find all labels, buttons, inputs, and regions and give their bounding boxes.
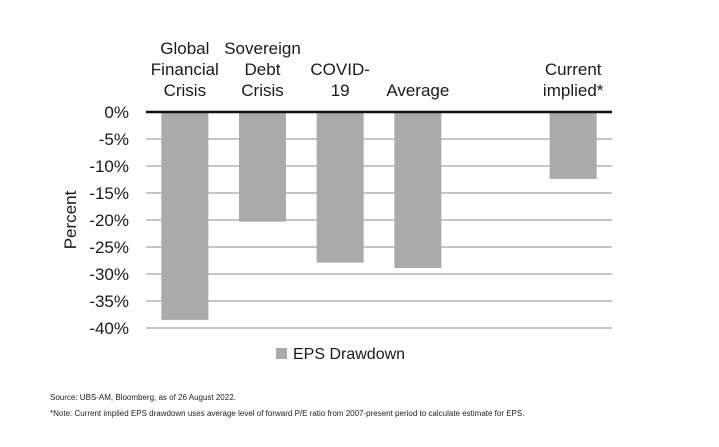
- y-tick-label: 0%: [104, 103, 129, 122]
- legend-swatch: [276, 348, 287, 359]
- y-tick-label: -35%: [89, 292, 129, 311]
- category-label: Sovereign Debt Crisis: [224, 39, 301, 100]
- y-tick-label: -40%: [89, 319, 129, 338]
- y-tick-labels: 0% -5% -10% -15% -20% -25% -30% -35% -40%: [89, 103, 129, 338]
- source-note: Source: UBS-AM, Bloomberg, as of 26 Augu…: [50, 393, 236, 402]
- eps-drawdown-chart: 0% -5% -10% -15% -20% -25% -30% -35% -40% Global…: [61, 39, 612, 363]
- category-label: Average: [386, 81, 449, 100]
- footnotes: Source: UBS-AM, Bloomberg, as of 26 Augu…: [50, 390, 710, 422]
- legend-label: EPS Drawdown: [293, 346, 405, 363]
- y-tick-label: -5%: [99, 130, 129, 149]
- gridlines: [146, 138, 612, 329]
- y-tick-label: -20%: [89, 211, 129, 230]
- category-label: COVID-19: [310, 60, 370, 100]
- bar: [394, 112, 442, 269]
- bars: [161, 112, 597, 320]
- y-tick-label: -15%: [89, 184, 129, 203]
- bar: [316, 112, 364, 263]
- methodology-note: *Note: Current implied EPS drawdown uses…: [50, 409, 525, 418]
- bar: [161, 112, 209, 320]
- y-tick-label: -25%: [89, 238, 129, 257]
- bar: [239, 112, 286, 222]
- category-label: Global Financial Crisis: [151, 39, 219, 100]
- category-label: Current implied*: [543, 60, 604, 100]
- y-tick-label: -30%: [89, 265, 129, 284]
- y-axis-label: Percent: [61, 190, 80, 249]
- bar: [549, 112, 597, 179]
- y-tick-label: -10%: [89, 157, 129, 176]
- legend: EPS Drawdown: [276, 346, 405, 363]
